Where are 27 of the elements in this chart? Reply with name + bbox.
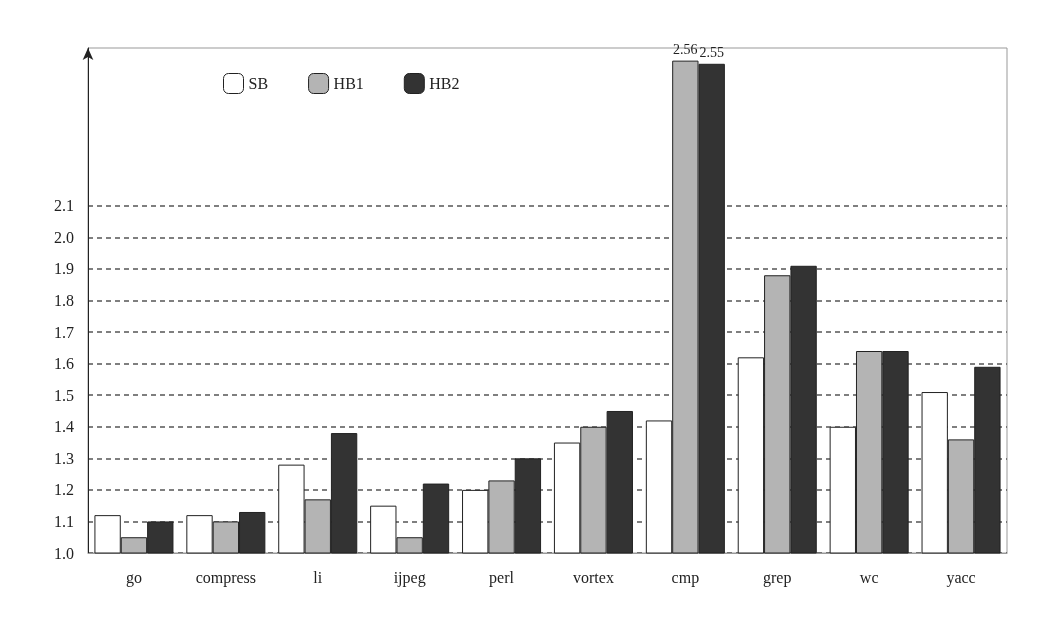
y-tick-label: 2.1 xyxy=(54,197,74,215)
y-tick-label: 1.5 xyxy=(54,386,74,404)
x-tick-label: compress xyxy=(195,568,257,587)
x-tick-label: perl xyxy=(489,568,515,587)
y-tick-label: 1.2 xyxy=(54,481,74,499)
x-tick-label: go xyxy=(125,568,142,587)
data-label: 2.56 xyxy=(673,42,698,58)
x-tick-label: grep xyxy=(763,568,792,587)
y-tick-label: 1.0 xyxy=(54,544,74,562)
y-tick-label: 1.6 xyxy=(54,355,74,373)
y-tick-label: 1.9 xyxy=(54,260,74,278)
y-tick-label: 1.4 xyxy=(54,418,74,436)
legend-label: HB2 xyxy=(429,75,460,92)
legend-label: SB xyxy=(248,75,269,92)
x-tick-label: cmp xyxy=(671,568,700,587)
y-tick-label: 1.7 xyxy=(54,323,74,341)
x-tick-label: li xyxy=(313,568,323,586)
x-tick-label: ijpeg xyxy=(393,568,426,587)
y-tick-label: 2.0 xyxy=(54,228,74,246)
legend-label: HB1 xyxy=(333,75,364,92)
y-tick-label: 1.8 xyxy=(54,292,74,309)
x-tick-label: yacc xyxy=(946,568,976,587)
y-tick-label: 1.1 xyxy=(54,512,74,530)
data-label: 2.55 xyxy=(699,45,724,61)
y-tick-label: 1.3 xyxy=(54,449,74,467)
x-tick-label: wc xyxy=(859,568,879,586)
x-tick-label: vortex xyxy=(573,568,614,586)
